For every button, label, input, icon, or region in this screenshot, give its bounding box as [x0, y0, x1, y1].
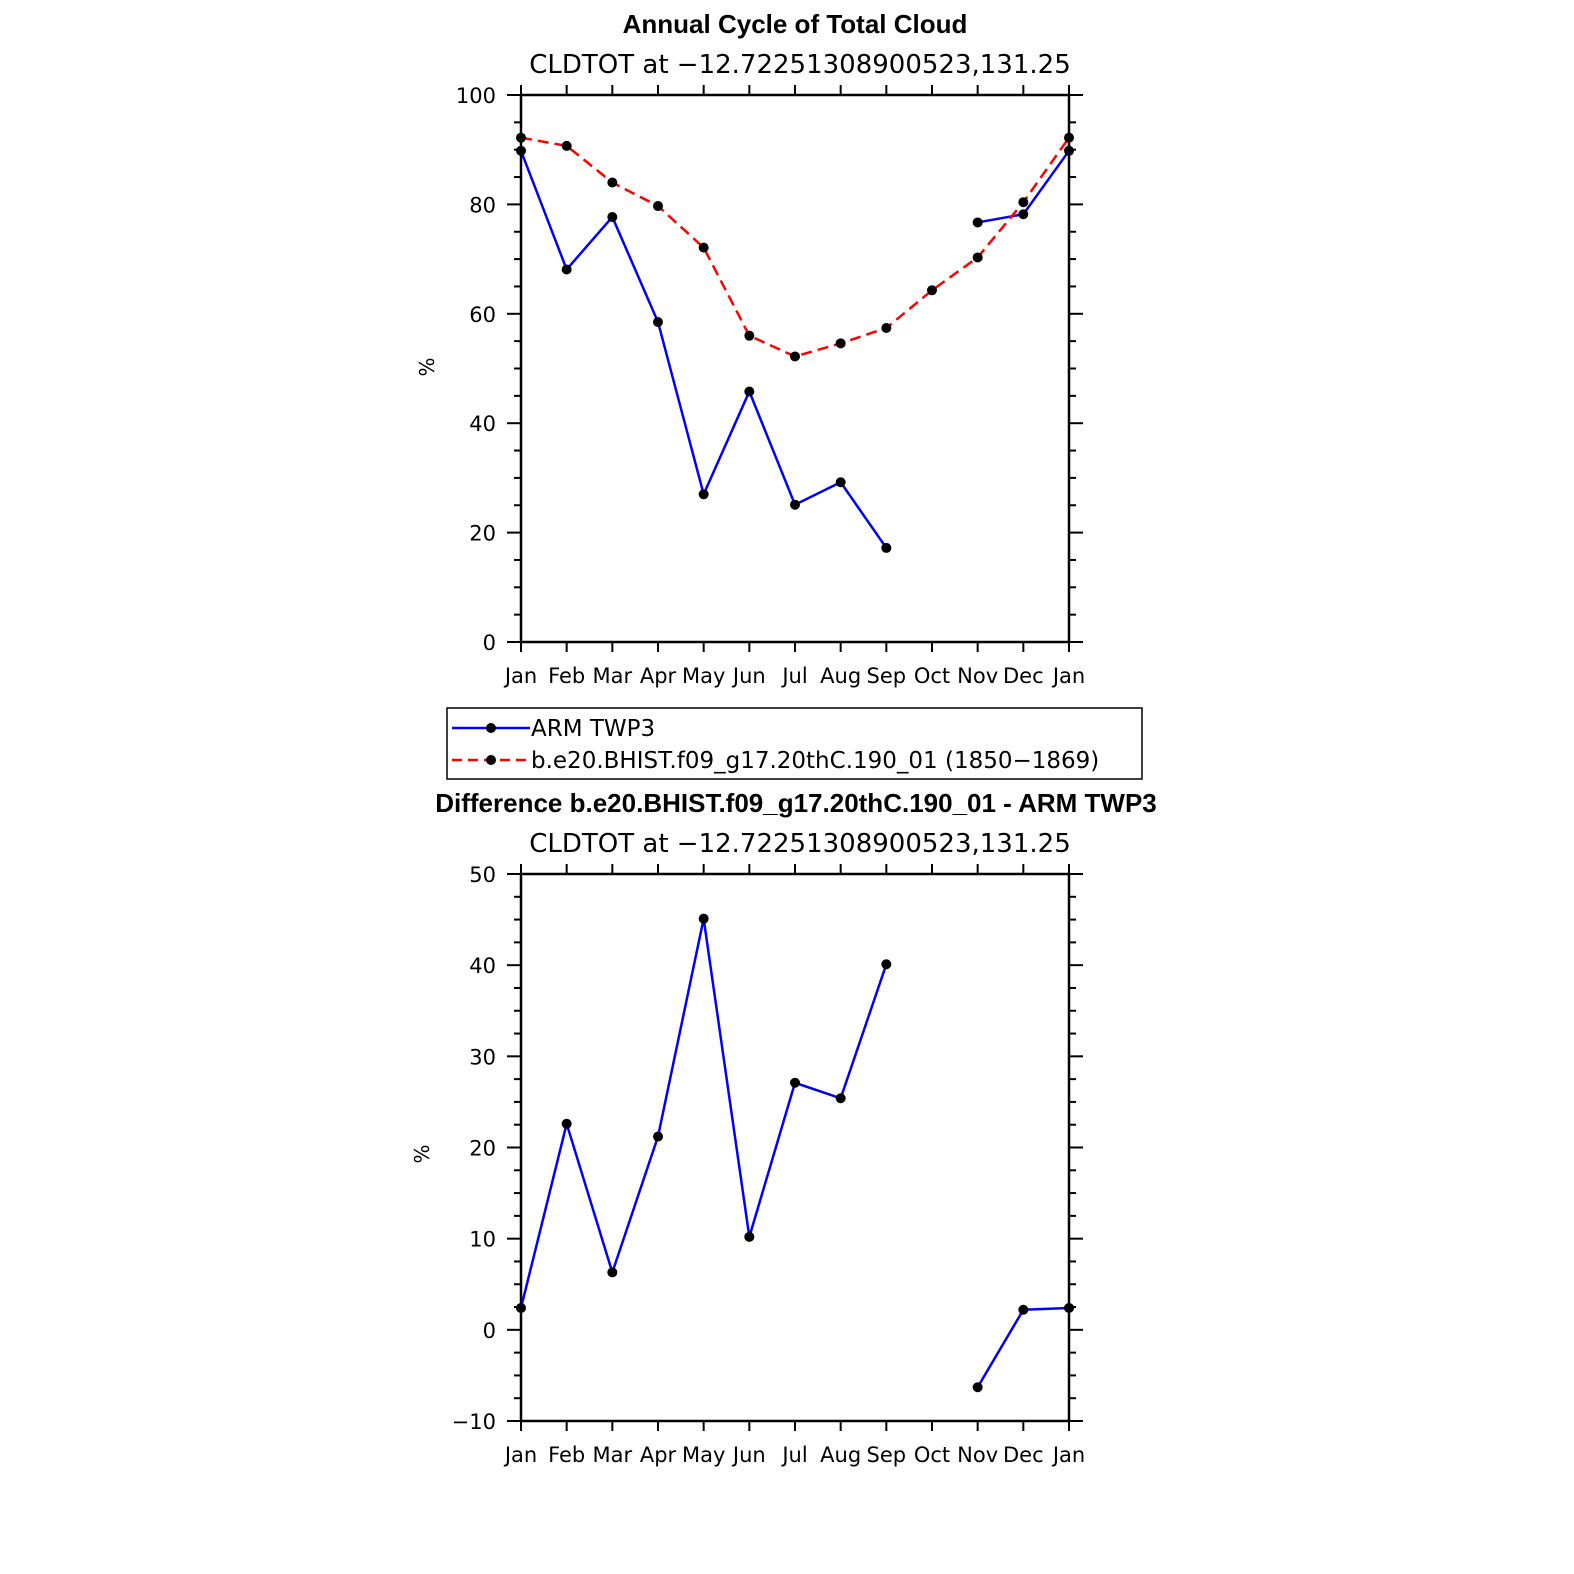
- x-tick-label: Nov: [957, 664, 998, 688]
- plot-frame: [519, 93, 1071, 644]
- y-axis-label: %: [415, 357, 439, 376]
- data-point: [744, 386, 755, 397]
- legend-marker-arm: [486, 723, 496, 733]
- x-tick-label: Jul: [780, 664, 807, 688]
- data-point: [790, 351, 800, 362]
- y-tick-label: 100: [456, 84, 496, 108]
- data-point: [972, 252, 983, 263]
- x-tick-label: Jan: [503, 664, 537, 688]
- data-point: [972, 217, 983, 228]
- x-tick-label: Sep: [867, 1443, 907, 1467]
- y-tick-label: 20: [469, 1137, 496, 1161]
- data-point: [561, 1118, 572, 1129]
- data-point: [835, 477, 846, 488]
- series-line-0: [976, 1306, 1070, 1388]
- data-point: [516, 1302, 526, 1313]
- y-axis-label: %: [410, 1144, 434, 1163]
- data-point: [561, 140, 572, 151]
- data-point: [835, 1093, 846, 1104]
- x-tick-label: Aug: [820, 664, 861, 688]
- legend-label-model: b.e20.BHIST.f09_g17.20thC.190_01 (1850−1…: [531, 748, 1099, 774]
- data-point: [1018, 197, 1029, 208]
- data-point: [927, 285, 937, 296]
- data-point: [790, 499, 800, 510]
- y-tick-label: 60: [469, 303, 496, 327]
- x-tick-label: May: [682, 1443, 725, 1467]
- data-point: [698, 913, 709, 924]
- data-point: [516, 132, 526, 143]
- y-tick-label: 40: [469, 954, 496, 978]
- x-tick-label: Dec: [1003, 1443, 1044, 1467]
- data-point: [607, 177, 618, 188]
- data-point: [561, 264, 572, 275]
- y-tick-label: 80: [469, 193, 496, 217]
- x-tick-label: Jun: [731, 1443, 766, 1467]
- series-line-0: [519, 150, 888, 549]
- legend-label-arm: ARM TWP3: [531, 716, 655, 742]
- annual-cycle-panel: Annual Cycle of Total Cloud CLDTOT at −1…: [415, 9, 1085, 688]
- x-tick-label: Jul: [780, 1443, 807, 1467]
- data-point: [835, 338, 846, 349]
- y-tick-label: 10: [469, 1228, 496, 1252]
- data-point: [1018, 1304, 1029, 1315]
- x-tick-label: Feb: [548, 664, 585, 688]
- x-tick-label: Oct: [914, 1443, 950, 1467]
- x-tick-label: Sep: [867, 664, 907, 688]
- data-point: [744, 330, 755, 341]
- y-tick-label: 50: [469, 863, 496, 887]
- data-point: [516, 145, 526, 156]
- series-line-1: [520, 136, 1071, 358]
- x-tick-label: Jan: [1051, 664, 1085, 688]
- data-point: [607, 211, 618, 222]
- x-tick-label: Feb: [548, 1443, 585, 1467]
- data-point: [790, 1077, 800, 1088]
- x-tick-label: Jun: [731, 664, 766, 688]
- x-tick-label: Jan: [503, 1443, 537, 1467]
- legend-marker-model: [486, 755, 496, 765]
- x-tick-label: Apr: [640, 664, 677, 688]
- data-point: [1064, 132, 1074, 143]
- x-tick-label: Nov: [957, 1443, 998, 1467]
- y-tick-label: 30: [469, 1045, 496, 1069]
- data-point: [698, 242, 709, 253]
- data-point: [607, 1267, 618, 1278]
- y-tick-label: −10: [452, 1410, 496, 1434]
- legend-box: [446, 707, 1143, 780]
- data-point: [1064, 1302, 1074, 1313]
- chart-title: Annual Cycle of Total Cloud: [623, 9, 968, 39]
- data-point: [744, 1231, 755, 1242]
- y-tick-label: 40: [469, 412, 496, 436]
- x-tick-label: Jan: [1051, 1443, 1085, 1467]
- x-tick-label: Aug: [820, 1443, 861, 1467]
- data-point: [1064, 145, 1074, 156]
- difference-panel: Difference b.e20.BHIST.f09_g17.20thC.190…: [410, 788, 1157, 1467]
- x-tick-label: Mar: [593, 664, 633, 688]
- x-tick-label: Dec: [1003, 664, 1044, 688]
- data-point: [972, 1382, 983, 1393]
- data-point: [698, 489, 709, 500]
- y-tick-label: 0: [483, 631, 496, 655]
- x-tick-label: Mar: [593, 1443, 633, 1467]
- data-point: [881, 542, 892, 553]
- plot-frame: [519, 872, 1071, 1423]
- data-point: [1018, 209, 1029, 220]
- chart-subtitle: CLDTOT at −12.72251308900523,131.25: [529, 829, 1071, 859]
- data-point: [653, 201, 663, 212]
- y-tick-label: 20: [469, 522, 496, 546]
- x-tick-label: Apr: [640, 1443, 677, 1467]
- chart-title: Difference b.e20.BHIST.f09_g17.20thC.190…: [435, 788, 1157, 818]
- x-tick-label: Oct: [914, 664, 950, 688]
- chart-subtitle: CLDTOT at −12.72251308900523,131.25: [529, 50, 1071, 80]
- data-point: [881, 323, 892, 334]
- series-line-0: [519, 918, 888, 1309]
- legend: ARM TWP3 b.e20.BHIST.f09_g17.20thC.190_0…: [446, 707, 1143, 780]
- x-tick-label: May: [682, 664, 725, 688]
- data-point: [881, 959, 892, 970]
- data-point: [653, 1131, 663, 1142]
- y-tick-label: 0: [483, 1319, 496, 1343]
- data-point: [653, 317, 663, 328]
